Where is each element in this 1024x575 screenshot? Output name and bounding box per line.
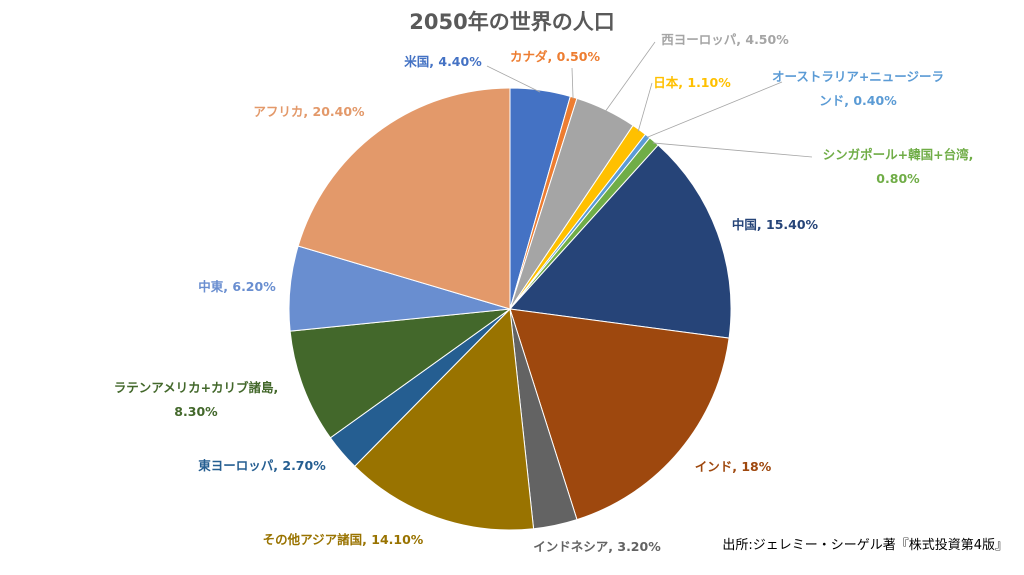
leader-line [652,142,813,158]
data-label-text: 0.80% [876,171,920,186]
data-label-text: シンガポール+韓国+台湾, [822,147,974,162]
data-label-text: 米国, 4.40% [404,54,482,69]
data-label: インド, 18% [695,455,772,479]
data-label-text: 8.30% [174,404,218,419]
data-label-text: 中東, 6.20% [198,279,276,294]
data-label-text: 西ヨーロッパ, 4.50% [661,32,789,47]
data-label-text: その他アジア諸国, 14.10% [262,532,424,547]
pie-slice [354,307,535,531]
data-label-text: 中国, 15.40% [731,217,819,232]
pie-slice [289,308,512,439]
leader-line [571,67,574,100]
data-label: 中国, 15.40% [732,213,818,237]
pie-slice [509,308,730,521]
data-label: ラテンアメリカ+カリブ諸島, 8.30% [114,376,279,424]
leader-line [486,65,541,93]
chart-title: 2050年の世界の人口 [409,10,615,34]
data-label-text: 日本, 1.10% [653,75,731,90]
data-label: 米国, 4.40% [404,50,481,74]
data-label: シンガポール+韓国+台湾, 0.80% [823,143,974,191]
data-label: カナダ, 0.50% [510,45,600,69]
data-label-text: インドネシア, 3.20% [533,539,661,554]
data-label-text: アフリカ, 20.40% [253,104,365,119]
data-label: アフリカ, 20.40% [253,100,364,124]
leader-line [646,81,783,139]
pie-slice [508,144,732,339]
source-note: 出所:ジェレミー・シーゲル著『株式投資第4版』 [722,538,1008,553]
data-label: 中東, 6.20% [198,275,275,299]
pie-slice [297,87,511,310]
data-label: 東ヨーロッパ, 2.70% [198,454,325,478]
data-label: 日本, 1.10% [653,71,730,95]
data-label-text: カナダ, 0.50% [510,49,600,64]
data-label: インドネシア, 3.20% [533,535,660,559]
data-label: オーストラリア+ニュージーラ ンド, 0.40% [772,65,944,113]
leader-line [637,82,653,132]
leader-line [604,41,656,112]
data-label: その他アジア諸国, 14.10% [263,528,424,552]
data-label: 西ヨーロッパ, 4.50% [661,28,788,52]
data-label-text: オーストラリア+ニュージーラ [771,69,945,84]
data-label-text: ラテンアメリカ+カリブ諸島, [113,380,279,395]
data-label-text: ンド, 0.40% [819,93,897,108]
data-label-text: 東ヨーロッパ, 2.70% [198,458,326,473]
data-label-text: インド, 18% [694,459,772,474]
